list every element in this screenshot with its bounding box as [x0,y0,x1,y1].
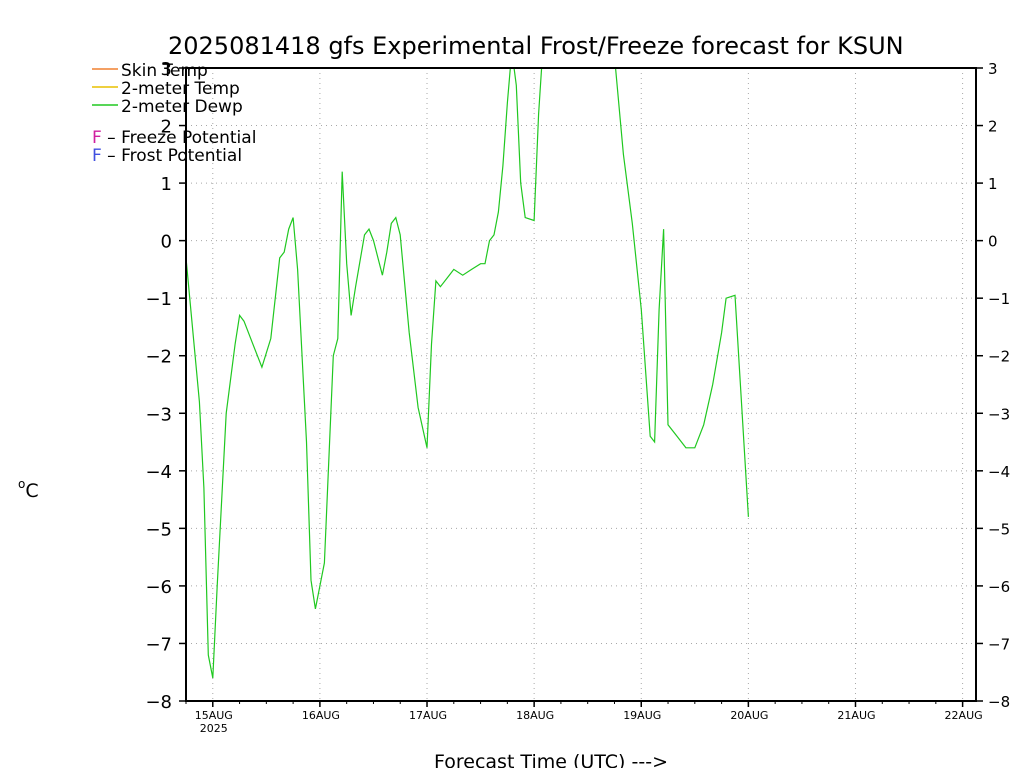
x-tick-sublabel: 2025 [200,722,228,735]
y-tick-label-right: −4 [988,463,1010,481]
y-tick-label-right: 0 [988,233,998,251]
x-tick-label: 18AUG [516,709,554,722]
series-layer [186,68,749,679]
y-tick-label-left: −8 [145,692,172,713]
y-tick-label-left: −7 [145,634,172,655]
y-tick-label-right: −2 [988,348,1010,366]
grid [186,68,976,701]
legend-label: Skin Temp [121,61,208,81]
y-axis-degree: o [18,477,25,491]
y-tick-label-left: −2 [145,347,172,368]
y-tick-label-left: −4 [145,462,172,483]
legend-marker-label: F – Frost Potential [92,146,242,166]
y-tick-label-left: 2 [161,117,172,138]
chart-title: 2025081418 gfs Experimental Frost/Freeze… [168,32,904,60]
y-axis: −8 −8 −7 −7 −6 −6 −5 −5 −4 −4 −3 −3 −2 −2 −1 −1 0 0 1 1 2 2 3 3 [145,59,1010,713]
legend-marker-letter: F [92,146,102,166]
x-tick-label: 16AUG [302,709,340,722]
x-tick-label: 20AUG [730,709,768,722]
y-axis-unit: C [25,480,38,502]
legend-marker-text: – Freeze Potential [102,128,257,148]
y-tick-label-right: 2 [988,118,998,136]
y-tick-label-right: 1 [988,175,998,193]
y-tick-label-left: −5 [145,519,172,540]
y-tick-label-right: 3 [988,60,998,78]
y-axis-title: oC [18,477,39,502]
legend-marker-letter: F [92,128,102,148]
x-axis-title: Forecast Time (UTC) ---> [434,751,668,768]
series-line-2m-dewp [186,68,749,679]
x-tick-label: 22AUG [945,709,983,722]
legend-marker-label: F – Freeze Potential [92,128,256,148]
y-tick-label-left: 0 [161,232,172,253]
y-tick-label-left: −6 [145,577,172,598]
y-tick-label-left: 3 [161,59,172,80]
x-tick-label: 19AUG [623,709,661,722]
y-tick-label-right: −8 [988,693,1010,711]
y-tick-label-right: −6 [988,578,1010,596]
y-tick-label-right: −5 [988,520,1010,538]
legend-marker-text: – Frost Potential [102,146,242,166]
legend-label: 2-meter Dewp [121,97,243,117]
y-tick-label-right: −1 [988,290,1010,308]
x-tick-label: 15AUG [195,709,233,722]
y-tick-label-right: −7 [988,635,1010,653]
plot-frame [185,67,977,702]
x-tick-label: 21AUG [837,709,875,722]
y-tick-label-right: −3 [988,405,1010,423]
y-tick-label-left: −1 [145,289,172,310]
legend-label: 2-meter Temp [121,79,240,99]
y-tick-label-left: 1 [161,174,172,195]
x-tick-label: 17AUG [409,709,447,722]
y-tick-label-left: −3 [145,404,172,425]
